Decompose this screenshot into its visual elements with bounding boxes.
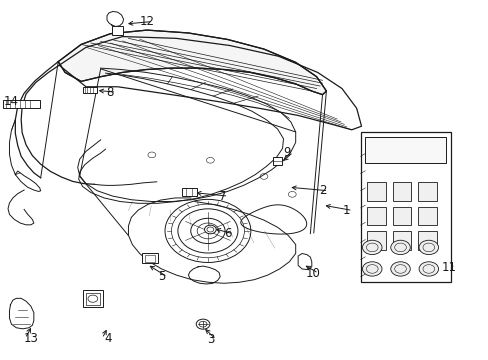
Text: 2: 2: [318, 184, 325, 197]
Text: 4: 4: [104, 332, 111, 345]
Bar: [417, 231, 436, 249]
Circle shape: [390, 262, 409, 276]
Bar: [360, 132, 450, 282]
Text: 12: 12: [139, 15, 154, 28]
Circle shape: [390, 240, 409, 255]
Bar: [144, 255, 155, 262]
Bar: [417, 182, 436, 201]
Bar: [366, 207, 385, 225]
Circle shape: [418, 240, 438, 255]
Bar: [142, 253, 158, 263]
Text: 1: 1: [343, 204, 350, 217]
Text: 14: 14: [4, 95, 19, 108]
Bar: [366, 231, 385, 249]
Bar: [366, 182, 385, 201]
Text: 8: 8: [106, 86, 114, 99]
Circle shape: [418, 262, 438, 276]
Bar: [112, 26, 122, 35]
Text: 13: 13: [23, 332, 38, 345]
Circle shape: [362, 240, 381, 255]
Bar: [365, 137, 445, 163]
Text: 3: 3: [206, 333, 214, 346]
Text: 9: 9: [283, 145, 290, 158]
Text: 10: 10: [305, 267, 320, 280]
Circle shape: [362, 262, 381, 276]
Bar: [3, 100, 40, 108]
Bar: [82, 290, 103, 307]
Bar: [82, 87, 97, 93]
Polygon shape: [58, 30, 326, 95]
Text: 11: 11: [441, 261, 456, 274]
Text: 7: 7: [218, 190, 226, 203]
Bar: [272, 157, 281, 165]
Text: 6: 6: [223, 227, 231, 240]
Bar: [182, 188, 196, 196]
Bar: [392, 182, 410, 201]
Bar: [392, 231, 410, 249]
Bar: [86, 293, 100, 305]
Bar: [392, 207, 410, 225]
Polygon shape: [59, 37, 361, 130]
Circle shape: [204, 225, 216, 234]
Bar: [417, 207, 436, 225]
Text: 5: 5: [158, 270, 165, 283]
